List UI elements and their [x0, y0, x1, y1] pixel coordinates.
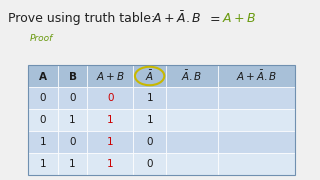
Bar — [58, 153, 87, 175]
Bar — [28, 109, 58, 131]
Text: 1: 1 — [69, 115, 76, 125]
Text: Proof: Proof — [30, 33, 53, 42]
Text: 0: 0 — [69, 137, 76, 147]
Text: 1: 1 — [107, 115, 114, 125]
Text: $A + \bar{A}.B$: $A + \bar{A}.B$ — [152, 10, 201, 26]
Text: Prove using truth table:: Prove using truth table: — [8, 12, 159, 24]
Text: $\mathbf{B}$: $\mathbf{B}$ — [68, 70, 77, 82]
Text: 1: 1 — [146, 115, 153, 125]
Text: 0: 0 — [40, 115, 46, 125]
Bar — [166, 131, 218, 153]
Text: 1: 1 — [69, 159, 76, 169]
Text: $A + \bar{A}.B$: $A + \bar{A}.B$ — [236, 69, 277, 83]
Bar — [58, 109, 87, 131]
Text: 0: 0 — [107, 93, 114, 103]
Bar — [58, 131, 87, 153]
Text: $\bar{A}.B$: $\bar{A}.B$ — [181, 69, 203, 83]
Bar — [218, 65, 295, 87]
Text: 0: 0 — [146, 159, 153, 169]
Bar — [166, 87, 218, 109]
Bar — [87, 65, 133, 87]
Bar — [58, 65, 87, 87]
Bar — [28, 65, 58, 87]
Bar — [87, 109, 133, 131]
Text: 1: 1 — [40, 159, 46, 169]
Bar — [87, 87, 133, 109]
Bar — [166, 153, 218, 175]
Text: $\mathbf{A}$: $\mathbf{A}$ — [38, 70, 48, 82]
Bar — [133, 87, 166, 109]
Text: $A + B$: $A + B$ — [96, 70, 125, 82]
Text: $=$: $=$ — [207, 12, 221, 24]
Bar — [166, 65, 218, 87]
Bar — [58, 87, 87, 109]
Bar — [28, 87, 58, 109]
Text: 0: 0 — [146, 137, 153, 147]
Bar — [218, 131, 295, 153]
Bar — [28, 153, 58, 175]
Text: 1: 1 — [146, 93, 153, 103]
Text: 1: 1 — [107, 159, 114, 169]
Bar — [218, 87, 295, 109]
Bar — [87, 131, 133, 153]
Text: $A + B$: $A + B$ — [222, 12, 256, 24]
Bar — [133, 131, 166, 153]
Bar — [166, 109, 218, 131]
Text: 0: 0 — [40, 93, 46, 103]
Text: 1: 1 — [40, 137, 46, 147]
Bar — [28, 131, 58, 153]
Bar — [133, 153, 166, 175]
Bar — [87, 153, 133, 175]
Text: $\bar{A}$: $\bar{A}$ — [145, 69, 154, 83]
Bar — [28, 65, 295, 175]
Bar — [218, 109, 295, 131]
Text: 1: 1 — [107, 137, 114, 147]
Bar — [133, 65, 166, 87]
Bar — [218, 153, 295, 175]
Text: 0: 0 — [69, 93, 76, 103]
Bar — [133, 109, 166, 131]
